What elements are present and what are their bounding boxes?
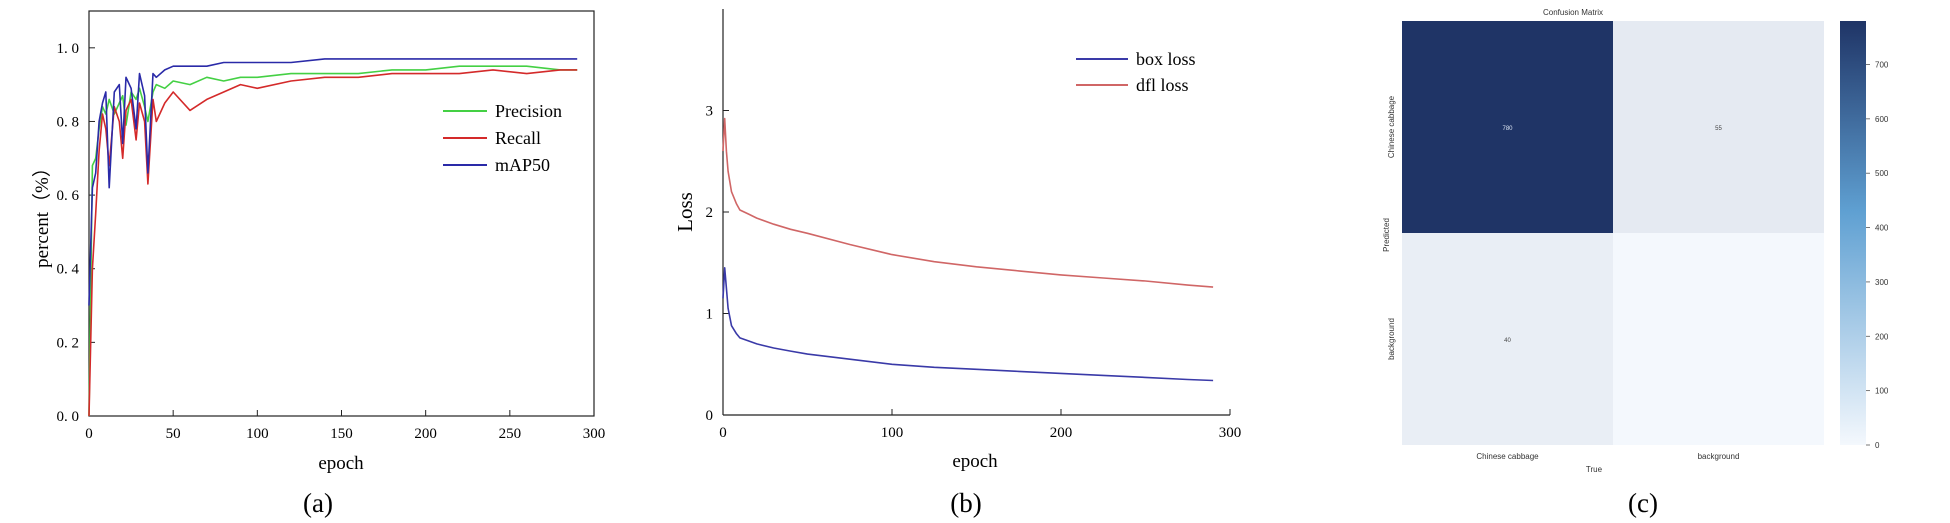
panel-b-legend-label-box-loss: box loss bbox=[1136, 49, 1196, 69]
panel-b-xlabel: epoch bbox=[952, 451, 998, 472]
panel-a-ytick-label: 0. 0 bbox=[57, 409, 80, 425]
panel-a-series-map50 bbox=[88, 58, 578, 306]
confusion-cell-label: 780 bbox=[1502, 126, 1513, 132]
colorbar-tick-label: 200 bbox=[1875, 332, 1889, 341]
colorbar-gradient bbox=[1840, 21, 1866, 445]
panel-a-ylabel: percent（%） bbox=[31, 158, 53, 268]
panel-c-ylabel: Predicted bbox=[1382, 218, 1391, 252]
panel-a-ytick-label: 1. 0 bbox=[57, 41, 80, 57]
confusion-xtick-label: Chinese cabbage bbox=[1476, 452, 1539, 461]
colorbar-tick-label: 700 bbox=[1875, 60, 1889, 69]
panel-a-xtick-label: 50 bbox=[166, 426, 181, 442]
confusion-cell-0-1 bbox=[1613, 21, 1824, 233]
colorbar-tick-label: 100 bbox=[1875, 387, 1889, 396]
panel-a-xtick-label: 150 bbox=[330, 426, 353, 442]
panel-a-xtick-label: 200 bbox=[414, 426, 437, 442]
panel-a-xtick-label: 250 bbox=[499, 426, 522, 442]
confusion-ytick-label: background bbox=[1387, 318, 1396, 360]
panel-b-ylabel: Loss bbox=[673, 192, 697, 232]
confusion-cell-1-1 bbox=[1613, 233, 1824, 445]
panel-a-series-recall bbox=[88, 69, 578, 417]
panel-c-caption: (c) bbox=[1628, 488, 1658, 518]
confusion-cell-1-0 bbox=[1402, 233, 1613, 445]
panel-a-xtick-label: 300 bbox=[583, 426, 606, 442]
panel-a-chart: 0 50 100 150 200 250 300 0. 0 0. 2 0. 4 0. 6 0. 8 1.… bbox=[31, 10, 606, 518]
panel-b-ytick-label: 3 bbox=[706, 104, 714, 120]
panel-b-series-box-loss bbox=[722, 266, 1214, 382]
panel-a-legend: Precision Recall mAP50 bbox=[443, 101, 562, 175]
confusion-ytick-label: Chinese cabbage bbox=[1387, 95, 1396, 158]
panel-b-ytick-label: 0 bbox=[706, 408, 714, 424]
panel-c-xlabel: True bbox=[1586, 465, 1603, 474]
panel-a-caption: (a) bbox=[303, 488, 333, 518]
panel-a-ytick-label: 0. 6 bbox=[57, 188, 80, 204]
panel-b-ytick-label: 2 bbox=[706, 205, 714, 221]
panel-b-xtick-label: 0 bbox=[719, 425, 727, 441]
panel-b-xtick-label: 300 bbox=[1219, 425, 1242, 441]
panel-b-series-dfl-loss bbox=[722, 117, 1214, 288]
colorbar-tick-label: 300 bbox=[1875, 278, 1889, 287]
panel-b-legend-label-dfl-loss: dfl loss bbox=[1136, 75, 1189, 95]
panel-c-confusion-matrix: 780 55 40 Chinese cabbage Chinese cabbage bac… bbox=[1382, 8, 1889, 518]
panel-a-legend-label-precision: Precision bbox=[495, 101, 562, 121]
panel-c-title: Confusion Matrix bbox=[1543, 8, 1603, 17]
confusion-cell-label: 40 bbox=[1504, 338, 1511, 344]
panel-b-xtick-label: 100 bbox=[881, 425, 904, 441]
panel-b-caption: (b) bbox=[950, 488, 981, 518]
panel-a-legend-label-recall: Recall bbox=[495, 128, 541, 148]
panel-a-legend-label-map50: mAP50 bbox=[495, 155, 550, 175]
panel-c-colorbar: 0 100 200 300 400 500 600 700 bbox=[1840, 21, 1889, 450]
panel-b-legend: box loss dfl loss bbox=[1076, 49, 1196, 95]
panel-a-xlabel: epoch bbox=[318, 453, 364, 474]
panel-a-xtick-label: 0 bbox=[85, 426, 93, 442]
panel-b-chart: 0 100 200 300 0 1 2 3 box loss dfl loss epoch Lo… bbox=[673, 9, 1241, 518]
colorbar-tick-label: 0 bbox=[1875, 441, 1880, 450]
panel-a-xtick-label: 100 bbox=[246, 426, 269, 442]
colorbar-tick-label: 600 bbox=[1875, 115, 1889, 124]
panel-b-ytick-label: 1 bbox=[706, 307, 714, 323]
confusion-cell-label: 55 bbox=[1715, 126, 1722, 132]
panel-b-xtick-label: 200 bbox=[1050, 425, 1073, 441]
colorbar-tick-label: 400 bbox=[1875, 224, 1889, 233]
panel-a-ytick-label: 0. 8 bbox=[57, 114, 80, 130]
panel-a-series-precision bbox=[88, 65, 578, 417]
confusion-cell-0-0 bbox=[1402, 21, 1613, 233]
colorbar-tick-label: 500 bbox=[1875, 169, 1889, 178]
panel-a-ytick-label: 0. 4 bbox=[57, 262, 80, 278]
panel-a-ytick-label: 0. 2 bbox=[57, 335, 80, 351]
panel-a-plot-frame bbox=[88, 10, 595, 417]
confusion-xtick-label: background bbox=[1698, 452, 1740, 461]
